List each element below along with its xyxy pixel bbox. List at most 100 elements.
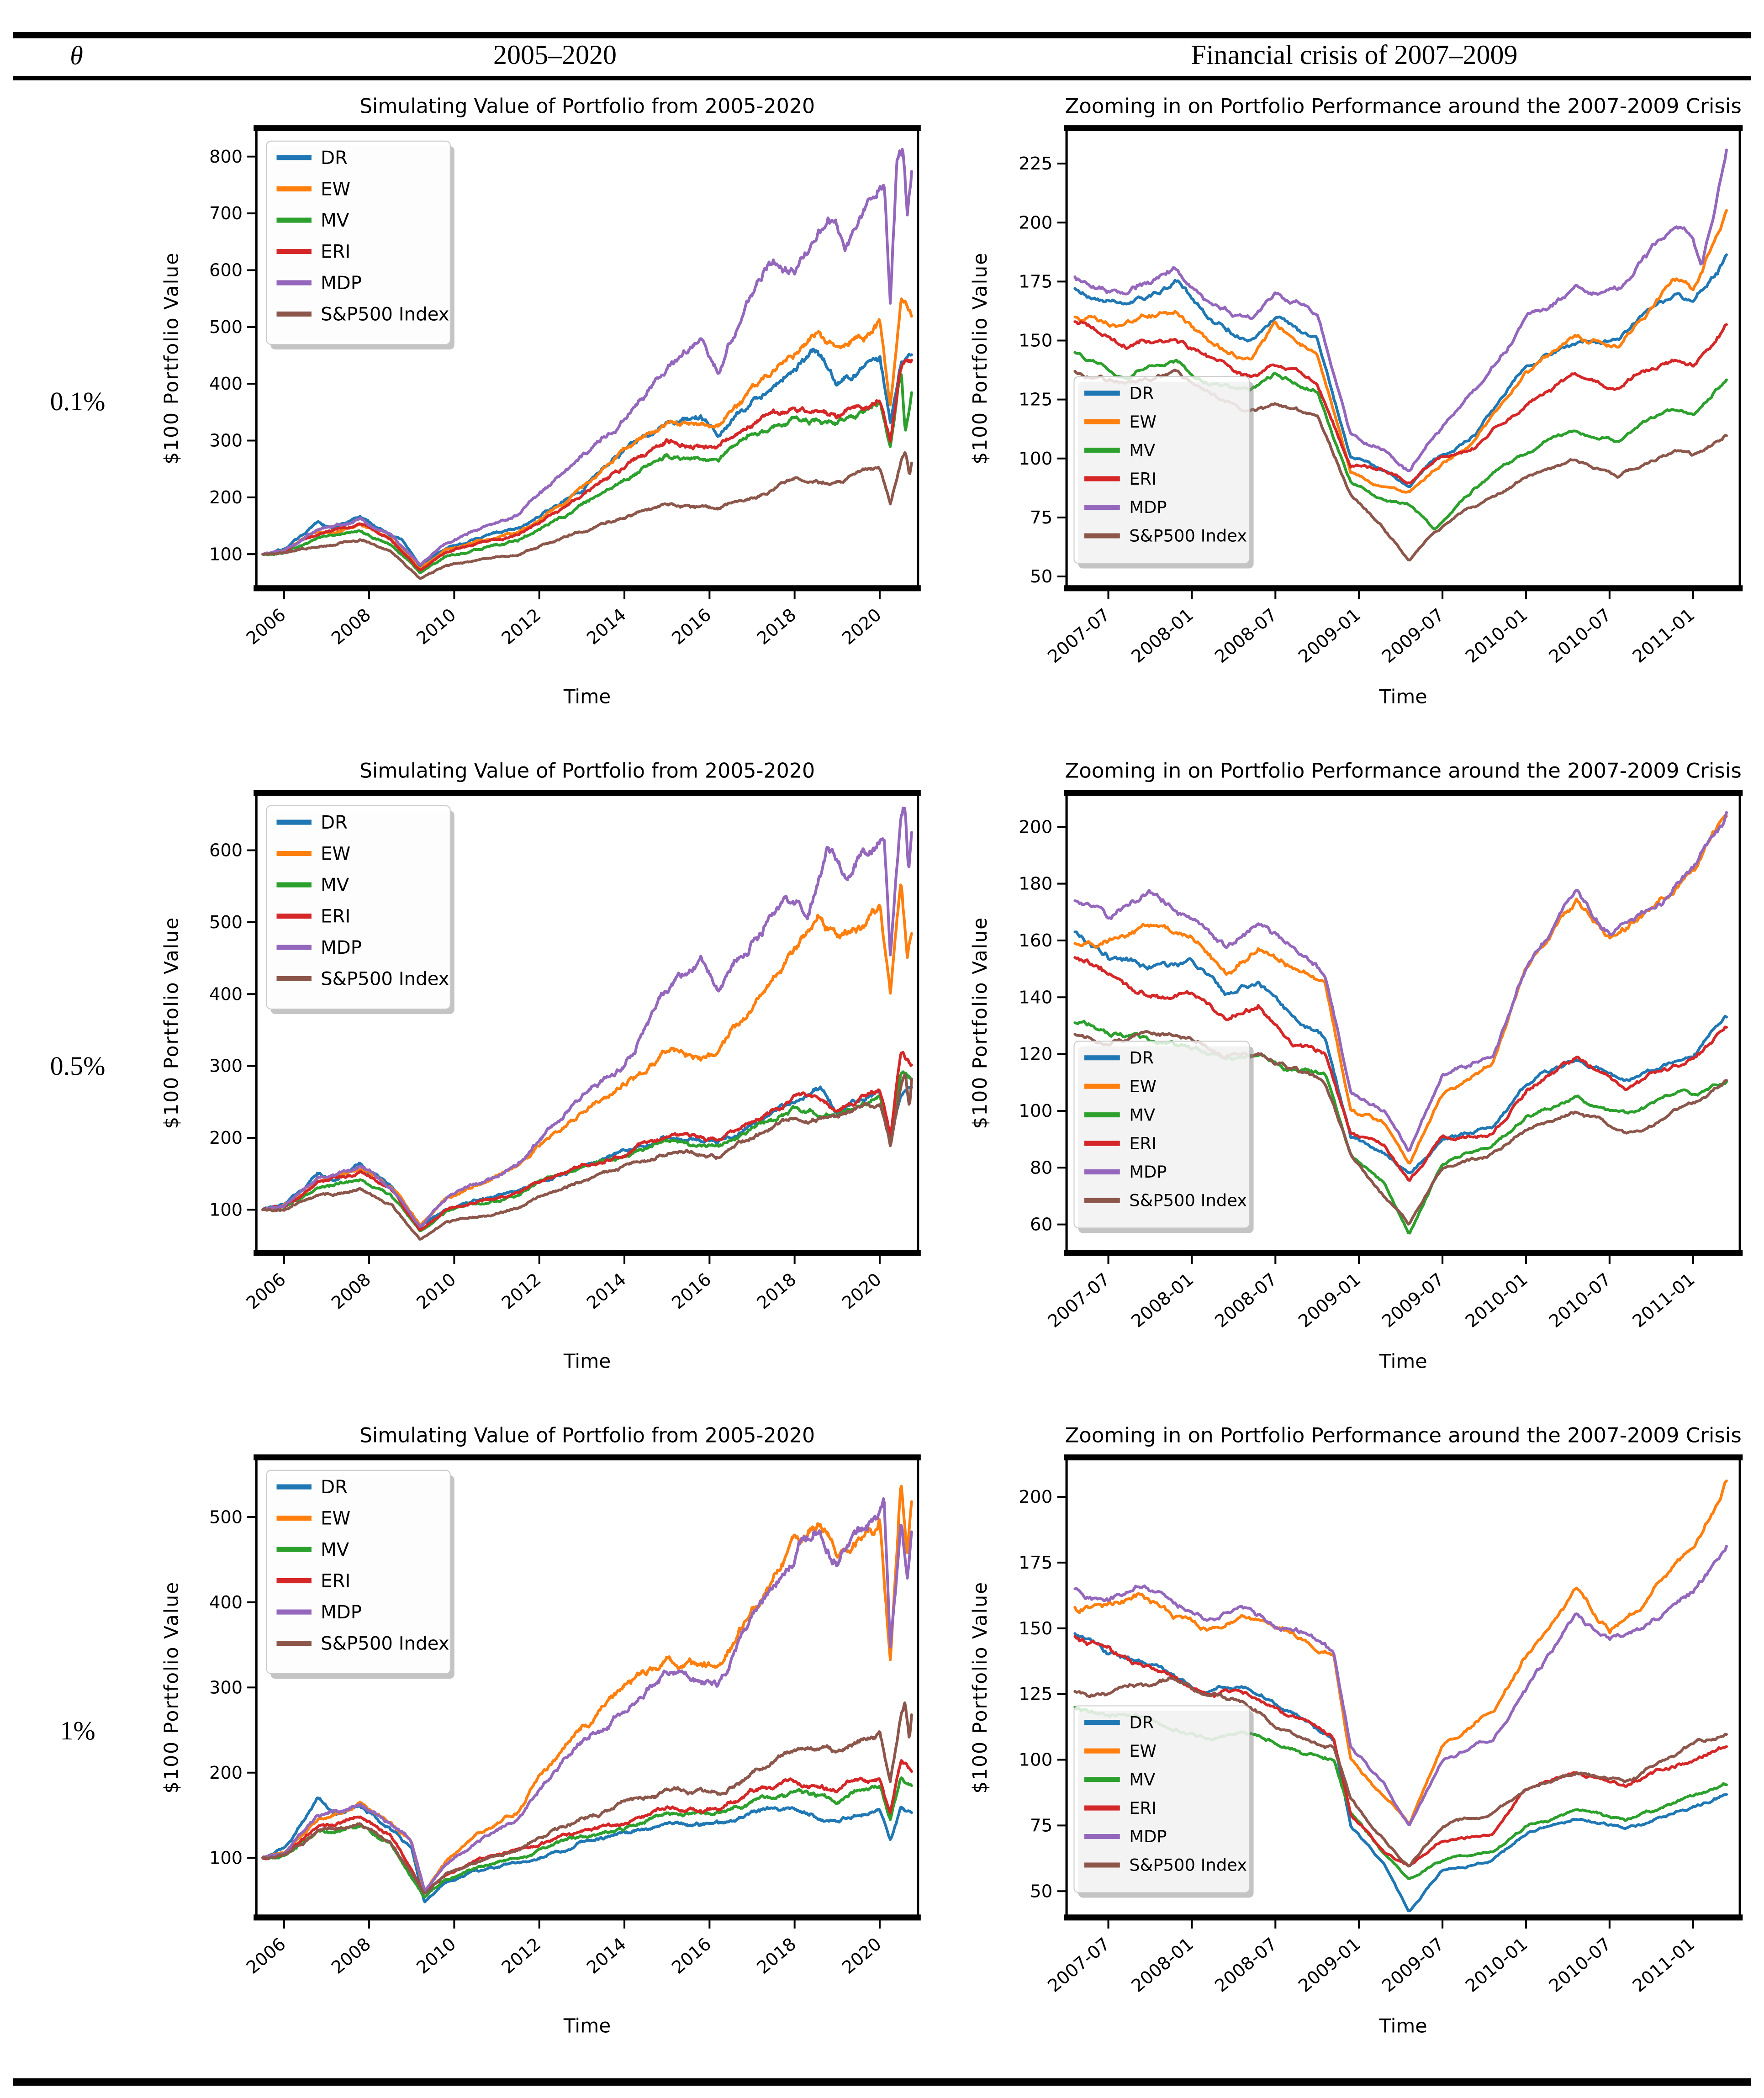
svg-text:100: 100	[209, 1848, 243, 1868]
chart-simulation-row2: Simulating Value of Portfolio from 2005-…	[158, 754, 934, 1393]
svg-text:100: 100	[209, 544, 243, 565]
svg-text:2016: 2016	[668, 1269, 715, 1313]
series-line-MDP	[1073, 1544, 1728, 1826]
x-axis-ticks: 2007-07 2008-01 2008-07 2009-01 2009-07 2010-…	[1044, 1917, 1699, 1997]
svg-text:2007-07: 2007-07	[1044, 1934, 1114, 1997]
legend-label-ERI: ERI	[321, 242, 350, 263]
legend-label-ERI: ERI	[321, 1571, 350, 1592]
svg-text:400: 400	[209, 1593, 243, 1613]
svg-text:2010-01: 2010-01	[1462, 605, 1532, 667]
series-lines	[1073, 148, 1728, 562]
legend: DR EW MV ERI MDP S&P500 Index	[266, 805, 454, 1015]
x-axis-ticks: 2007-07 2008-01 2008-07 2009-01 2009-07 2010-…	[1044, 588, 1699, 667]
svg-text:2009-01: 2009-01	[1294, 1269, 1365, 1332]
svg-text:160: 160	[1019, 930, 1052, 951]
svg-text:175: 175	[1019, 272, 1052, 292]
row-label-theta-1: 1%	[60, 1716, 95, 1745]
svg-text:2009-07: 2009-07	[1378, 1269, 1448, 1332]
series-line-MV	[261, 372, 913, 574]
chart-crisis-row3: Zooming in on Portfolio Performance arou…	[966, 1418, 1756, 2058]
svg-text:200: 200	[209, 1128, 243, 1148]
svg-text:400: 400	[209, 984, 243, 1004]
legend-label-S&P500 Index: S&P500 Index	[321, 969, 449, 990]
svg-text:2010-01: 2010-01	[1462, 1934, 1532, 1997]
svg-text:100: 100	[1019, 449, 1052, 469]
table-rule-top	[13, 32, 1751, 38]
svg-text:700: 700	[209, 204, 243, 224]
svg-text:2008-07: 2008-07	[1211, 1269, 1281, 1332]
legend-label-ERI: ERI	[321, 906, 350, 927]
series-line-S&P500 Index	[1073, 1676, 1728, 1868]
svg-text:2009-07: 2009-07	[1378, 605, 1448, 667]
svg-text:100: 100	[1019, 1101, 1052, 1121]
legend-label-ERI: ERI	[1129, 1798, 1157, 1818]
svg-text:2020: 2020	[839, 1934, 886, 1978]
legend-label-EW: EW	[321, 844, 350, 865]
row-label-theta-0.1: 0.1%	[50, 386, 106, 416]
legend-label-S&P500 Index: S&P500 Index	[1129, 1191, 1247, 1210]
svg-text:2020: 2020	[839, 605, 886, 649]
legend-label-MDP: MDP	[1129, 1163, 1167, 1182]
legend-label-S&P500 Index: S&P500 Index	[1129, 526, 1247, 546]
svg-text:120: 120	[1019, 1044, 1052, 1065]
y-axis-label: $100 Portfolio Value	[969, 252, 992, 465]
svg-text:2010: 2010	[413, 1934, 460, 1978]
svg-text:150: 150	[1019, 1618, 1052, 1639]
series-line-DR	[1073, 253, 1728, 488]
svg-text:300: 300	[209, 431, 243, 451]
svg-text:400: 400	[209, 374, 243, 394]
svg-text:2011-01: 2011-01	[1629, 1269, 1699, 1332]
svg-text:300: 300	[209, 1678, 243, 1698]
svg-text:2018: 2018	[753, 605, 800, 649]
svg-text:2012: 2012	[498, 1269, 545, 1313]
svg-text:300: 300	[209, 1057, 243, 1077]
svg-text:200: 200	[209, 488, 243, 508]
svg-text:600: 600	[209, 261, 243, 281]
svg-text:800: 800	[209, 147, 243, 167]
legend: DR EW MV ERI MDP S&P500 Index	[266, 140, 454, 350]
svg-text:2006: 2006	[243, 1269, 290, 1313]
svg-text:75: 75	[1030, 507, 1052, 528]
y-axis-ticks: 50 75 100 125 150 175 200	[1019, 1487, 1067, 1902]
legend-label-MV: MV	[1129, 441, 1155, 460]
svg-text:2008: 2008	[328, 1934, 375, 1978]
y-axis-label: $100 Portfolio Value	[969, 917, 992, 1129]
svg-text:60: 60	[1030, 1215, 1052, 1235]
series-line-EW	[261, 883, 913, 1226]
legend-label-MV: MV	[1129, 1105, 1155, 1125]
legend-label-S&P500 Index: S&P500 Index	[1129, 1855, 1247, 1875]
chart-svg-row-0.1%-right: Zooming in on Portfolio Performance arou…	[969, 95, 1743, 708]
legend: DR EW MV ERI MDP S&P500 Index	[1073, 1041, 1254, 1233]
chart-svg-row-0.5%-right: Zooming in on Portfolio Performance arou…	[969, 759, 1743, 1373]
legend-label-MV: MV	[321, 1539, 349, 1560]
x-axis-ticks: 2006 2008 2010 2012 2014 2016 2018 2020	[243, 588, 886, 649]
y-axis-ticks: 100 200 300 400 500 600	[209, 841, 257, 1220]
legend-label-EW: EW	[1129, 1741, 1157, 1761]
svg-text:150: 150	[1019, 331, 1052, 351]
legend-label-DR: DR	[321, 812, 348, 833]
svg-text:200: 200	[1019, 817, 1052, 838]
series-line-MDP	[261, 1497, 913, 1892]
svg-text:2006: 2006	[243, 605, 290, 649]
svg-text:2010-07: 2010-07	[1545, 1269, 1616, 1332]
legend-label-DR: DR	[321, 148, 348, 169]
series-line-EW	[1073, 814, 1728, 1165]
legend-label-MV: MV	[1129, 1770, 1155, 1790]
svg-text:2007-07: 2007-07	[1044, 1269, 1114, 1332]
series-line-DR	[261, 348, 913, 567]
chart-title: Simulating Value of Portfolio from 2005-…	[359, 759, 815, 782]
chart-crisis-row2: Zooming in on Portfolio Performance arou…	[966, 754, 1756, 1393]
legend-label-ERI: ERI	[1129, 469, 1157, 489]
series-line-EW	[1073, 209, 1728, 494]
series-line-S&P500 Index	[261, 1701, 913, 1895]
chart-title: Simulating Value of Portfolio from 2005-…	[359, 1424, 815, 1447]
series-line-ERI	[261, 1051, 913, 1231]
svg-text:2012: 2012	[498, 1934, 545, 1978]
period-column-header: 2005–2020	[493, 40, 617, 70]
svg-text:2014: 2014	[583, 1269, 630, 1313]
series-line-MDP	[261, 806, 913, 1228]
x-axis-ticks: 2006 2008 2010 2012 2014 2016 2018 2020	[243, 1252, 885, 1314]
svg-text:2014: 2014	[583, 1934, 630, 1978]
series-lines	[1073, 811, 1728, 1235]
svg-text:2010: 2010	[413, 1269, 460, 1313]
